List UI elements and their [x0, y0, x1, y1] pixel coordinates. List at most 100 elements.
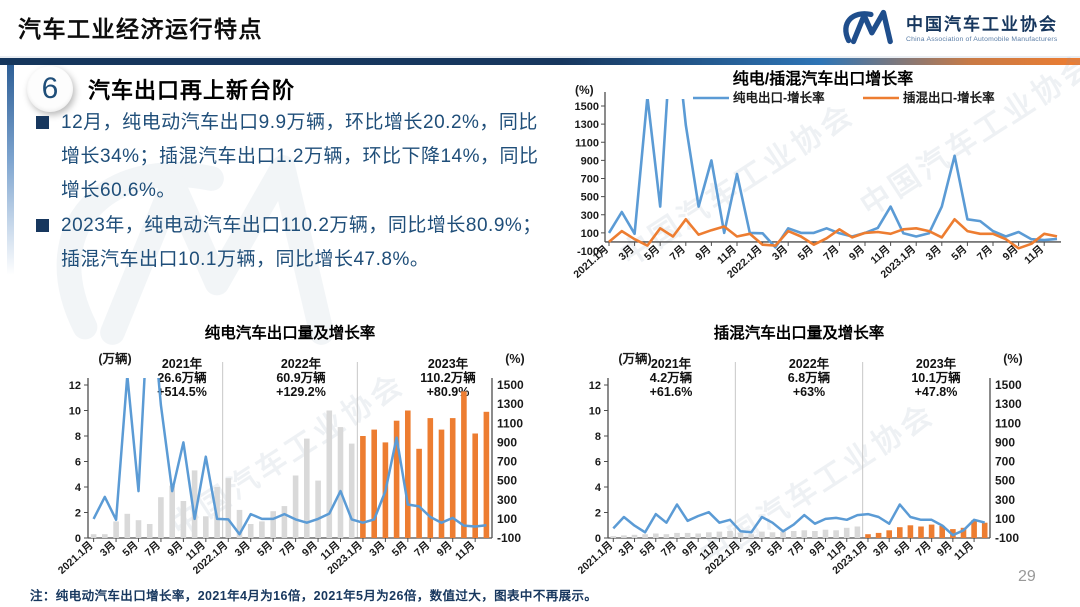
svg-text:100: 100	[995, 512, 1015, 526]
svg-text:700: 700	[995, 455, 1015, 469]
svg-text:300: 300	[995, 493, 1015, 507]
svg-text:3月: 3月	[616, 539, 636, 559]
svg-text:0: 0	[595, 533, 601, 545]
svg-text:+47.8%: +47.8%	[915, 385, 958, 399]
bullet-text: 2023年，纯电动汽车出口110.2万辆，同比增长80.9%；插混汽车出口10.…	[61, 215, 542, 271]
svg-text:(%): (%)	[505, 352, 524, 366]
svg-text:7月: 7月	[821, 243, 841, 263]
svg-text:5月: 5月	[255, 539, 275, 559]
section-number-badge: 6	[27, 66, 73, 112]
svg-text:1300: 1300	[995, 397, 1022, 411]
footnote: 注：纯电动汽车出口增长率，2021年4月为16倍，2021年5月为26倍，数值过…	[30, 589, 598, 603]
svg-text:2023年: 2023年	[916, 356, 957, 371]
svg-text:-100: -100	[497, 531, 521, 545]
svg-text:7月: 7月	[786, 539, 806, 559]
svg-text:1300: 1300	[497, 397, 524, 411]
bullet-square-icon	[36, 116, 49, 129]
svg-text:7月: 7月	[913, 539, 933, 559]
svg-text:5月: 5月	[638, 539, 658, 559]
svg-text:12: 12	[589, 380, 601, 392]
svg-text:3月: 3月	[871, 539, 891, 559]
svg-text:纯电/插混汽车出口增长率: 纯电/插混汽车出口增长率	[733, 69, 913, 88]
svg-text:1100: 1100	[575, 137, 599, 149]
svg-text:+129.2%: +129.2%	[276, 385, 326, 399]
svg-text:10: 10	[589, 406, 601, 418]
svg-text:7月: 7月	[659, 539, 679, 559]
svg-text:1100: 1100	[995, 416, 1021, 430]
bullet-item: 12月，纯电动汽车出口9.9万辆，环比增长20.2%，同比增长34%；插混汽车出…	[36, 106, 552, 207]
svg-text:8: 8	[595, 431, 601, 443]
svg-text:1100: 1100	[497, 416, 523, 430]
left-accent-bar	[7, 65, 14, 275]
svg-text:(万辆): (万辆)	[618, 351, 651, 366]
org-name-cn: 中国汽车工业协会	[906, 14, 1058, 34]
caam-logo: 中国汽车工业协会 China Association of Automobile…	[839, 7, 1058, 52]
svg-text:1300: 1300	[575, 119, 599, 131]
caam-logo-icon	[839, 7, 897, 52]
svg-text:5月: 5月	[642, 243, 662, 263]
svg-text:9月: 9月	[847, 243, 867, 263]
svg-text:700: 700	[497, 455, 517, 469]
svg-text:-100: -100	[995, 531, 1019, 545]
svg-text:6: 6	[75, 457, 81, 469]
page-title: 汽车工业经济运行特点	[18, 16, 263, 42]
svg-text:2021年: 2021年	[651, 356, 692, 371]
svg-text:+514.5%: +514.5%	[157, 385, 207, 399]
svg-text:(%): (%)	[575, 83, 594, 97]
svg-text:10: 10	[69, 406, 81, 418]
svg-text:7月: 7月	[277, 539, 297, 559]
svg-text:900: 900	[581, 155, 599, 167]
svg-text:3月: 3月	[924, 243, 944, 263]
svg-text:+80.9%: +80.9%	[427, 385, 470, 399]
svg-text:4: 4	[595, 482, 602, 494]
svg-text:纯电汽车出口量及增长率: 纯电汽车出口量及增长率	[205, 323, 376, 342]
chart-phev-export-volume-growth: 插混汽车出口量及增长率(万辆) (%)2021年4.2万辆+61.6%2022年6…	[576, 323, 1023, 577]
bullet-square-icon	[36, 219, 49, 233]
svg-text:9月: 9月	[435, 539, 455, 559]
svg-text:100: 100	[581, 228, 599, 240]
svg-text:5月: 5月	[120, 539, 140, 559]
svg-text:9月: 9月	[165, 539, 185, 559]
svg-text:插混出口-增长率: 插混出口-增长率	[903, 90, 995, 105]
header: 汽车工业经济运行特点 中国汽车工业协会 China Association of…	[0, 0, 1080, 56]
svg-text:7月: 7月	[143, 539, 163, 559]
svg-text:3月: 3月	[367, 539, 387, 559]
svg-text:900: 900	[497, 435, 517, 449]
svg-text:900: 900	[995, 435, 1015, 449]
svg-text:26.6万辆: 26.6万辆	[157, 370, 207, 385]
svg-text:4.2万辆: 4.2万辆	[650, 370, 693, 385]
svg-text:-100: -100	[577, 246, 599, 258]
svg-text:6: 6	[595, 457, 601, 469]
svg-text:4: 4	[75, 482, 82, 494]
svg-text:5月: 5月	[892, 539, 912, 559]
svg-text:插混汽车出口量及增长率: 插混汽车出口量及增长率	[714, 323, 885, 342]
svg-text:500: 500	[497, 474, 517, 488]
svg-text:9月: 9月	[693, 243, 713, 263]
svg-text:5月: 5月	[949, 243, 969, 263]
svg-text:11月: 11月	[952, 539, 976, 562]
bullet-list: 12月，纯电动汽车出口9.9万辆，环比增长20.2%，同比增长34%；插混汽车出…	[36, 106, 552, 279]
section-title: 汽车出口再上新台阶	[88, 78, 296, 103]
svg-text:9月: 9月	[807, 539, 827, 559]
svg-text:3月: 3月	[744, 539, 764, 559]
svg-text:12: 12	[69, 380, 81, 392]
svg-text:(万辆): (万辆)	[98, 351, 131, 366]
svg-text:2023年: 2023年	[428, 356, 469, 371]
svg-text:纯电出口-增长率: 纯电出口-增长率	[733, 90, 825, 105]
svg-text:2: 2	[595, 508, 601, 520]
bullet-item: 2023年，纯电动汽车出口110.2万辆，同比增长80.9%；插混汽车出口10.…	[36, 209, 552, 277]
svg-text:300: 300	[581, 210, 599, 222]
svg-text:60.9万辆: 60.9万辆	[276, 370, 326, 385]
svg-text:9月: 9月	[680, 539, 700, 559]
svg-text:11月: 11月	[453, 539, 477, 562]
svg-text:500: 500	[581, 192, 599, 204]
svg-text:9月: 9月	[935, 539, 955, 559]
svg-text:2021年: 2021年	[162, 356, 203, 371]
svg-text:(%): (%)	[1003, 352, 1022, 366]
svg-text:9月: 9月	[300, 539, 320, 559]
svg-text:7月: 7月	[668, 243, 688, 263]
svg-text:300: 300	[497, 493, 517, 507]
svg-text:5月: 5月	[796, 243, 816, 263]
svg-text:110.2万辆: 110.2万辆	[420, 370, 476, 385]
